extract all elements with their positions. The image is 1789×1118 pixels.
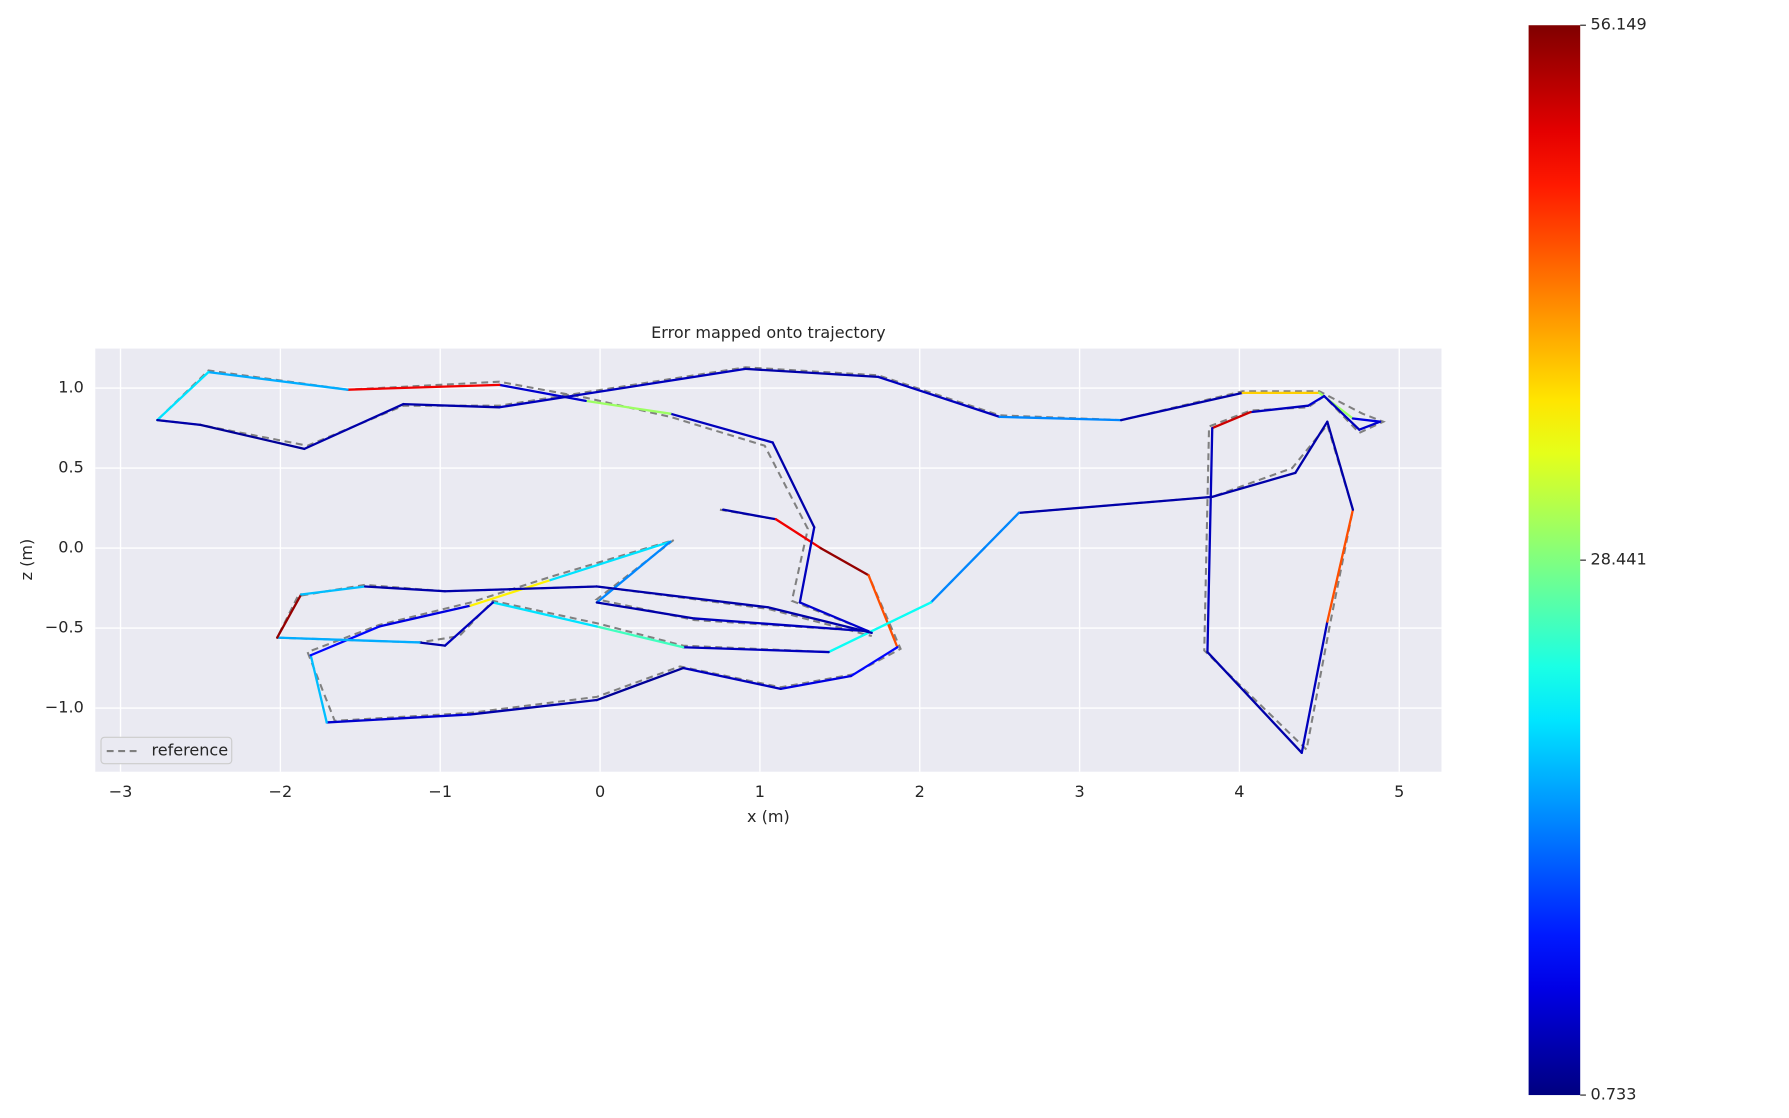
y-tick-label: 1.0 [58, 378, 84, 397]
trajectory-segment [1294, 420, 1329, 475]
legend-label: reference [151, 741, 228, 760]
legend: reference [100, 736, 233, 765]
chart-title: Error mapped onto trajectory [651, 323, 886, 342]
trajectory-segment [498, 383, 587, 403]
trajectory-segment [303, 402, 405, 451]
x-tick-label: 1 [755, 782, 765, 801]
trajectory-segment [1300, 620, 1329, 754]
y-tick-label: 0.5 [58, 458, 84, 477]
colorbar-tick-label: 56.149 [1591, 15, 1647, 34]
trajectory-segment [819, 546, 870, 577]
trajectory-segment [363, 585, 447, 593]
trajectory-segment [418, 641, 447, 647]
colorbar-tick-label: 0.733 [1591, 1085, 1637, 1104]
trajectory-segment [682, 666, 782, 690]
trajectory-segment [877, 375, 1001, 419]
trajectory-segment [491, 601, 599, 628]
colorbar-tick-label: 28.441 [1591, 550, 1647, 569]
trajectory-segment [693, 617, 870, 633]
trajectory-segment [156, 370, 210, 422]
y-tick-label: 0.0 [58, 538, 84, 557]
trajectory-segment [300, 585, 367, 596]
legend-box [100, 736, 233, 765]
trajectory-segment [849, 646, 899, 678]
trajectory-segment [276, 593, 303, 639]
trajectory-segment [771, 441, 816, 529]
trajectory-segment [669, 412, 774, 444]
trajectory-segment [766, 606, 873, 634]
trajectory-segment [1351, 417, 1382, 423]
trajectory-segment [595, 601, 696, 620]
y-tick-label: −0.5 [45, 618, 84, 637]
trajectory-segment [1249, 404, 1310, 414]
y-tick-label: −1.0 [45, 698, 84, 717]
y-axis-label: z (m) [17, 539, 36, 581]
trajectory-segment [1322, 394, 1361, 431]
trajectory-segment [798, 601, 870, 633]
x-tick-label: 0 [595, 782, 605, 801]
trajectory-segment [1307, 394, 1326, 407]
trajectory-segment [1119, 391, 1244, 422]
reference-line [155, 366, 1386, 752]
trajectory-segment [1211, 471, 1297, 499]
trajectory-segment [1211, 410, 1252, 430]
trajectory-segment [325, 713, 472, 724]
trajectory-segment [1358, 420, 1382, 431]
trajectory-segment [1326, 420, 1355, 511]
trajectory-segment [595, 585, 770, 609]
colorbar [1528, 25, 1581, 1096]
trajectory-segment [998, 415, 1123, 422]
trajectory-segment [798, 526, 816, 604]
trajectory-segment [443, 585, 599, 593]
trajectory-segment [1326, 508, 1355, 623]
trajectory-segment [378, 604, 472, 628]
x-tick-label: −2 [269, 782, 293, 801]
trajectory-segment [774, 518, 822, 550]
trajectory-segment [549, 540, 672, 582]
trajectory-segment [595, 666, 685, 702]
trajectory-segment [469, 698, 599, 716]
trajectory-segment [721, 508, 778, 521]
trajectory-segment [867, 574, 899, 649]
trajectory-segment [584, 399, 672, 415]
x-axis-label: x (m) [747, 807, 790, 826]
trajectory-segment [309, 654, 328, 724]
trajectory-segment [595, 625, 685, 649]
trajectory-segment [779, 674, 853, 690]
trajectory-segment [744, 367, 880, 379]
x-tick-label: 3 [1074, 782, 1084, 801]
trajectory-segment [402, 402, 501, 409]
x-tick-label: 4 [1234, 782, 1244, 801]
trajectory-segment [156, 418, 202, 427]
trajectory-segment [443, 601, 495, 647]
trajectory-segment [827, 601, 933, 654]
trajectory-segment [498, 367, 747, 409]
x-tick-label: 5 [1394, 782, 1404, 801]
x-tick-label: −1 [428, 782, 452, 801]
trajectory-segment [276, 636, 421, 644]
trajectory-segment [1206, 426, 1214, 654]
trajectory-segment [199, 423, 306, 451]
x-tick-label: 2 [915, 782, 925, 801]
trajectory-segment [469, 578, 552, 607]
trajectory-segment [1206, 650, 1303, 754]
trajectory-segment [682, 646, 830, 654]
x-tick-label: −3 [109, 782, 133, 801]
trajectory-segment [346, 383, 501, 391]
trajectory-segment [207, 370, 349, 391]
trajectory-segment [929, 511, 1020, 604]
trajectory-segment [595, 540, 672, 604]
plot-area [95, 348, 1442, 772]
trajectory-segment [1017, 495, 1214, 515]
